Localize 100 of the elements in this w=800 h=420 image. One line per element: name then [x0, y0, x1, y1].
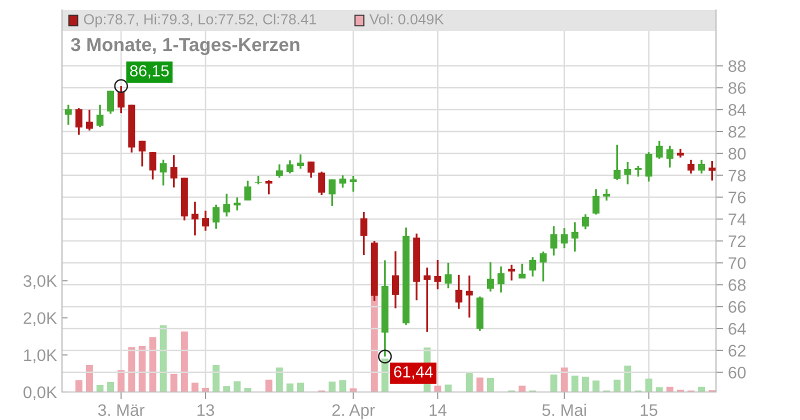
y-tick-label: 72	[728, 235, 746, 247]
candlestick	[318, 170, 326, 196]
bar	[560, 368, 568, 392]
candlestick	[75, 107, 82, 136]
candlestick	[698, 158, 706, 174]
candlestick	[540, 250, 547, 282]
candlestick	[212, 204, 220, 230]
bar	[75, 380, 82, 392]
candlestick	[529, 256, 536, 278]
candlestick	[634, 164, 642, 178]
candlestick	[560, 227, 568, 250]
y2-tick-label: 0,0K	[24, 386, 57, 400]
bar	[592, 380, 600, 392]
candlestick	[64, 104, 72, 126]
x-tick-label: 14	[430, 404, 446, 416]
candlestick	[455, 274, 462, 310]
candlestick	[276, 163, 283, 179]
bar	[571, 376, 578, 392]
bar	[656, 387, 663, 392]
bar	[191, 382, 198, 392]
candlestick	[624, 161, 632, 186]
annotation: Vol: 0.049K	[369, 14, 444, 24]
candlestick	[603, 188, 610, 202]
candlestick	[708, 160, 716, 182]
y-tick-label: 82	[728, 126, 746, 138]
candlestick	[656, 140, 663, 160]
y-tick-label: 64	[728, 322, 746, 335]
bar	[128, 347, 136, 392]
y-tick-label: 88	[728, 60, 746, 72]
candlestick	[444, 262, 452, 290]
candlestick	[339, 174, 346, 189]
text: 3 Monate, 1-Tages-Kerzen	[70, 38, 300, 56]
candlestick	[688, 158, 694, 174]
y-tick-label: 76	[728, 192, 746, 204]
annotation: 86,15	[130, 65, 169, 78]
candlestick	[571, 221, 578, 252]
y-tick-label: 86	[728, 82, 746, 94]
candlestick	[160, 158, 167, 186]
candlestick	[350, 175, 357, 193]
candlestick	[645, 151, 652, 182]
bar	[297, 382, 304, 392]
bar	[180, 332, 188, 392]
bar	[160, 325, 167, 392]
x-tick-label: 5. Mai	[542, 404, 586, 416]
bar	[434, 386, 442, 392]
x-tick-label: 2. Apr	[332, 404, 375, 420]
candlestick	[149, 151, 156, 180]
y-tick-label: 62	[728, 344, 746, 357]
candlestick	[170, 154, 178, 188]
bar	[265, 380, 272, 392]
candlestick	[592, 188, 600, 216]
bar	[624, 366, 632, 392]
candlestick	[286, 159, 294, 174]
bar	[476, 378, 484, 392]
x-tick-label: 13	[198, 404, 214, 416]
candlestick	[582, 213, 589, 230]
candlestick	[434, 259, 442, 290]
bar	[466, 373, 473, 392]
candlestick	[424, 266, 431, 333]
candlestick	[96, 104, 104, 128]
candlestick	[360, 211, 368, 256]
candlestick	[328, 178, 336, 207]
annotation: Op:78.7, Hi:79.3, Lo:77.52, Cl:78.41	[84, 14, 316, 28]
y-tick-label: 74	[728, 214, 746, 226]
candlestick	[614, 144, 621, 181]
candlestick	[508, 264, 516, 282]
bar	[86, 364, 93, 392]
bar	[96, 384, 104, 392]
candlestick	[86, 108, 93, 132]
bar	[518, 386, 526, 392]
y2-tick-label: 1,0K	[24, 349, 57, 364]
bar	[234, 381, 241, 392]
bar	[381, 358, 388, 392]
bar	[328, 382, 336, 392]
y2-tick-label: 3,0K	[23, 275, 57, 289]
candlestick	[666, 144, 674, 168]
bar	[339, 380, 346, 392]
candlestick	[297, 153, 304, 170]
bar	[276, 368, 283, 392]
y-tick-label: 78	[728, 170, 746, 182]
bar	[645, 378, 652, 392]
candlestick	[138, 140, 146, 168]
y-tick-label: 60	[728, 366, 746, 378]
x-tick-label: 3. Mär	[98, 404, 144, 416]
annotation: 61,44	[394, 366, 433, 380]
candlestick	[498, 266, 505, 294]
bar	[138, 346, 146, 392]
candlestick	[486, 261, 494, 292]
y2-tick-label: 2,0K	[24, 312, 57, 326]
bar	[582, 376, 589, 392]
bar	[486, 378, 494, 392]
bar	[212, 364, 220, 392]
candlestick	[244, 180, 252, 202]
candlestick	[265, 179, 272, 196]
candlestick	[550, 225, 558, 256]
candlestick	[107, 90, 114, 115]
y-tick-label: 68	[728, 279, 746, 291]
bar	[118, 370, 125, 392]
candlestick	[308, 160, 315, 179]
y-tick-label: 84	[728, 104, 746, 116]
